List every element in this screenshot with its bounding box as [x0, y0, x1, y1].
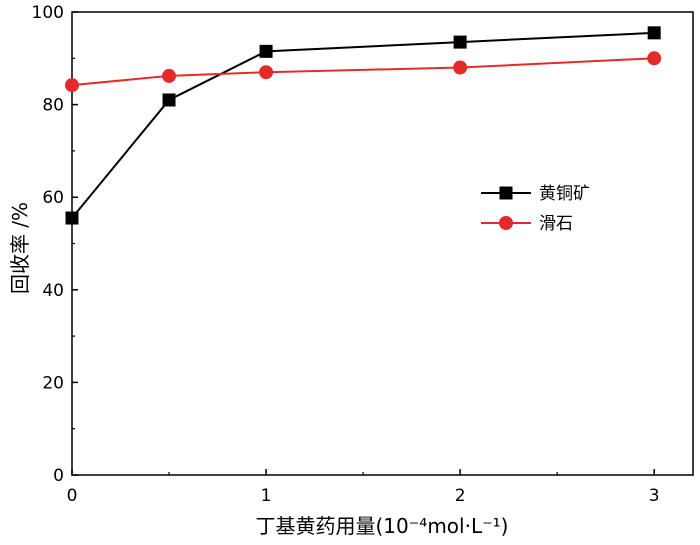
y-tick-label: 40 — [42, 281, 64, 301]
y-tick-label: 60 — [42, 188, 64, 208]
legend-label: 滑石 — [539, 214, 573, 234]
legend-item: 滑石 — [481, 214, 573, 234]
series-1 — [65, 26, 661, 225]
x-axis: 0 1 2 3 — [67, 469, 660, 506]
legend-marker — [499, 216, 513, 230]
y-axis-title: 回收率 /% — [8, 202, 32, 294]
data-point — [453, 35, 467, 49]
data-point — [162, 68, 177, 83]
x-tick-label: 3 — [649, 486, 660, 506]
data-point — [162, 93, 176, 107]
y-axis: 0 20 40 60 80 100 — [32, 3, 78, 486]
x-tick-label: 1 — [261, 486, 272, 506]
x-axis-title: 丁基黄药用量(10⁻⁴mol·L⁻¹) — [256, 514, 509, 538]
data-point — [65, 78, 79, 93]
data-point — [647, 51, 662, 66]
x-tick-label: 2 — [455, 486, 466, 506]
series-2 — [65, 51, 662, 93]
y-tick-label: 20 — [42, 373, 64, 393]
legend-item: 黄铜矿 — [481, 184, 590, 204]
legend-marker — [499, 186, 513, 200]
data-point — [259, 44, 273, 58]
y-tick-label: 100 — [32, 3, 64, 23]
series-line — [71, 57, 655, 87]
x-tick-label: 0 — [67, 486, 78, 506]
data-point — [259, 65, 274, 80]
y-tick-label: 80 — [42, 96, 64, 116]
y-tick-label: 0 — [53, 466, 64, 486]
data-point — [453, 60, 468, 75]
data-point — [647, 26, 661, 40]
legend-label: 黄铜矿 — [539, 184, 590, 204]
data-point — [65, 211, 79, 225]
series-layer — [65, 26, 662, 225]
